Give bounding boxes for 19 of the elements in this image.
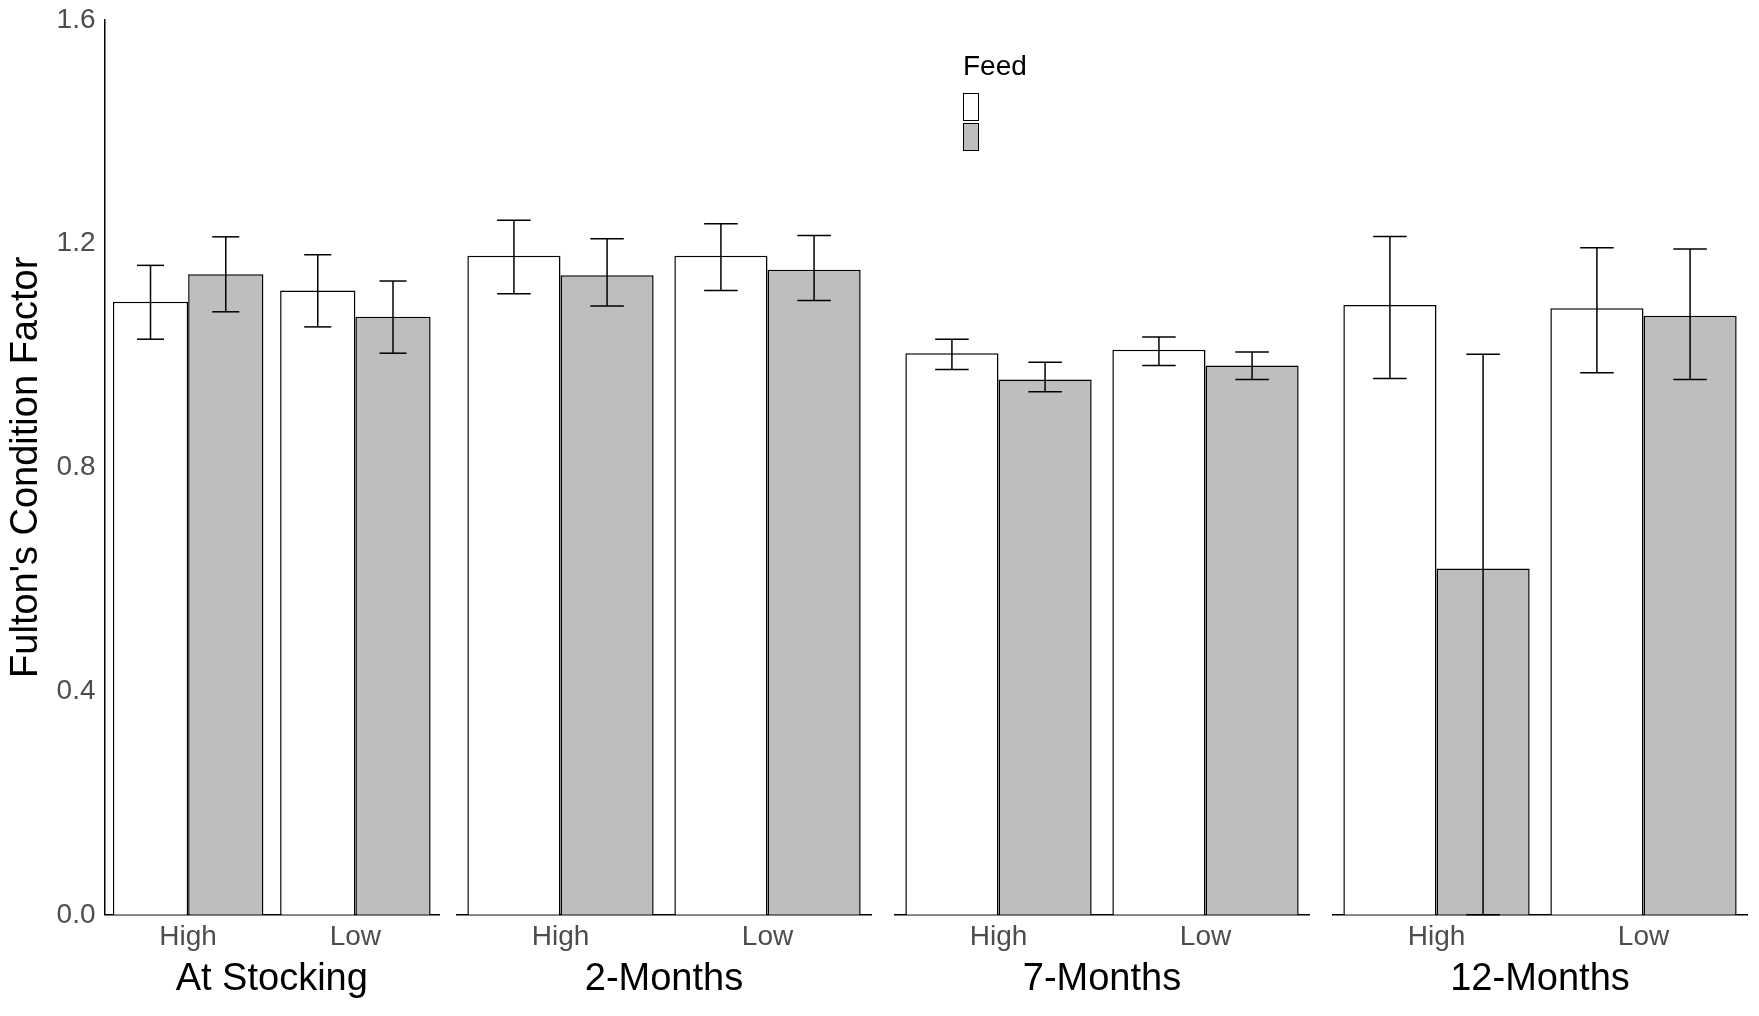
x-tick-label: Low [1179, 920, 1232, 952]
x-tick-label: High [969, 920, 1028, 952]
x-axis-title: 7-Months [1022, 955, 1182, 998]
y-tick-label: 0.0 [56, 897, 96, 929]
x-tick-label: Low [1617, 920, 1670, 952]
legend-title: Feed [963, 50, 1027, 82]
x-tick-label: High [531, 920, 590, 952]
x-axis-title: 12-Months [1450, 955, 1630, 998]
y-tick-label: 1.6 [56, 2, 96, 34]
y-tick-label: 0.4 [56, 673, 96, 705]
x-tick-label: High [159, 920, 217, 952]
y-tick-label: 0.8 [56, 450, 96, 482]
y-tick-label: 1.2 [56, 226, 96, 258]
x-tick-label: Low [741, 920, 794, 952]
x-tick-label: Low [329, 920, 382, 952]
y-axis-title: Fulton's Condition Factor [3, 256, 46, 678]
x-tick-label: High [1407, 920, 1466, 952]
x-axis-title: At Stocking [175, 955, 368, 998]
x-axis-title: 2-Months [584, 955, 744, 998]
